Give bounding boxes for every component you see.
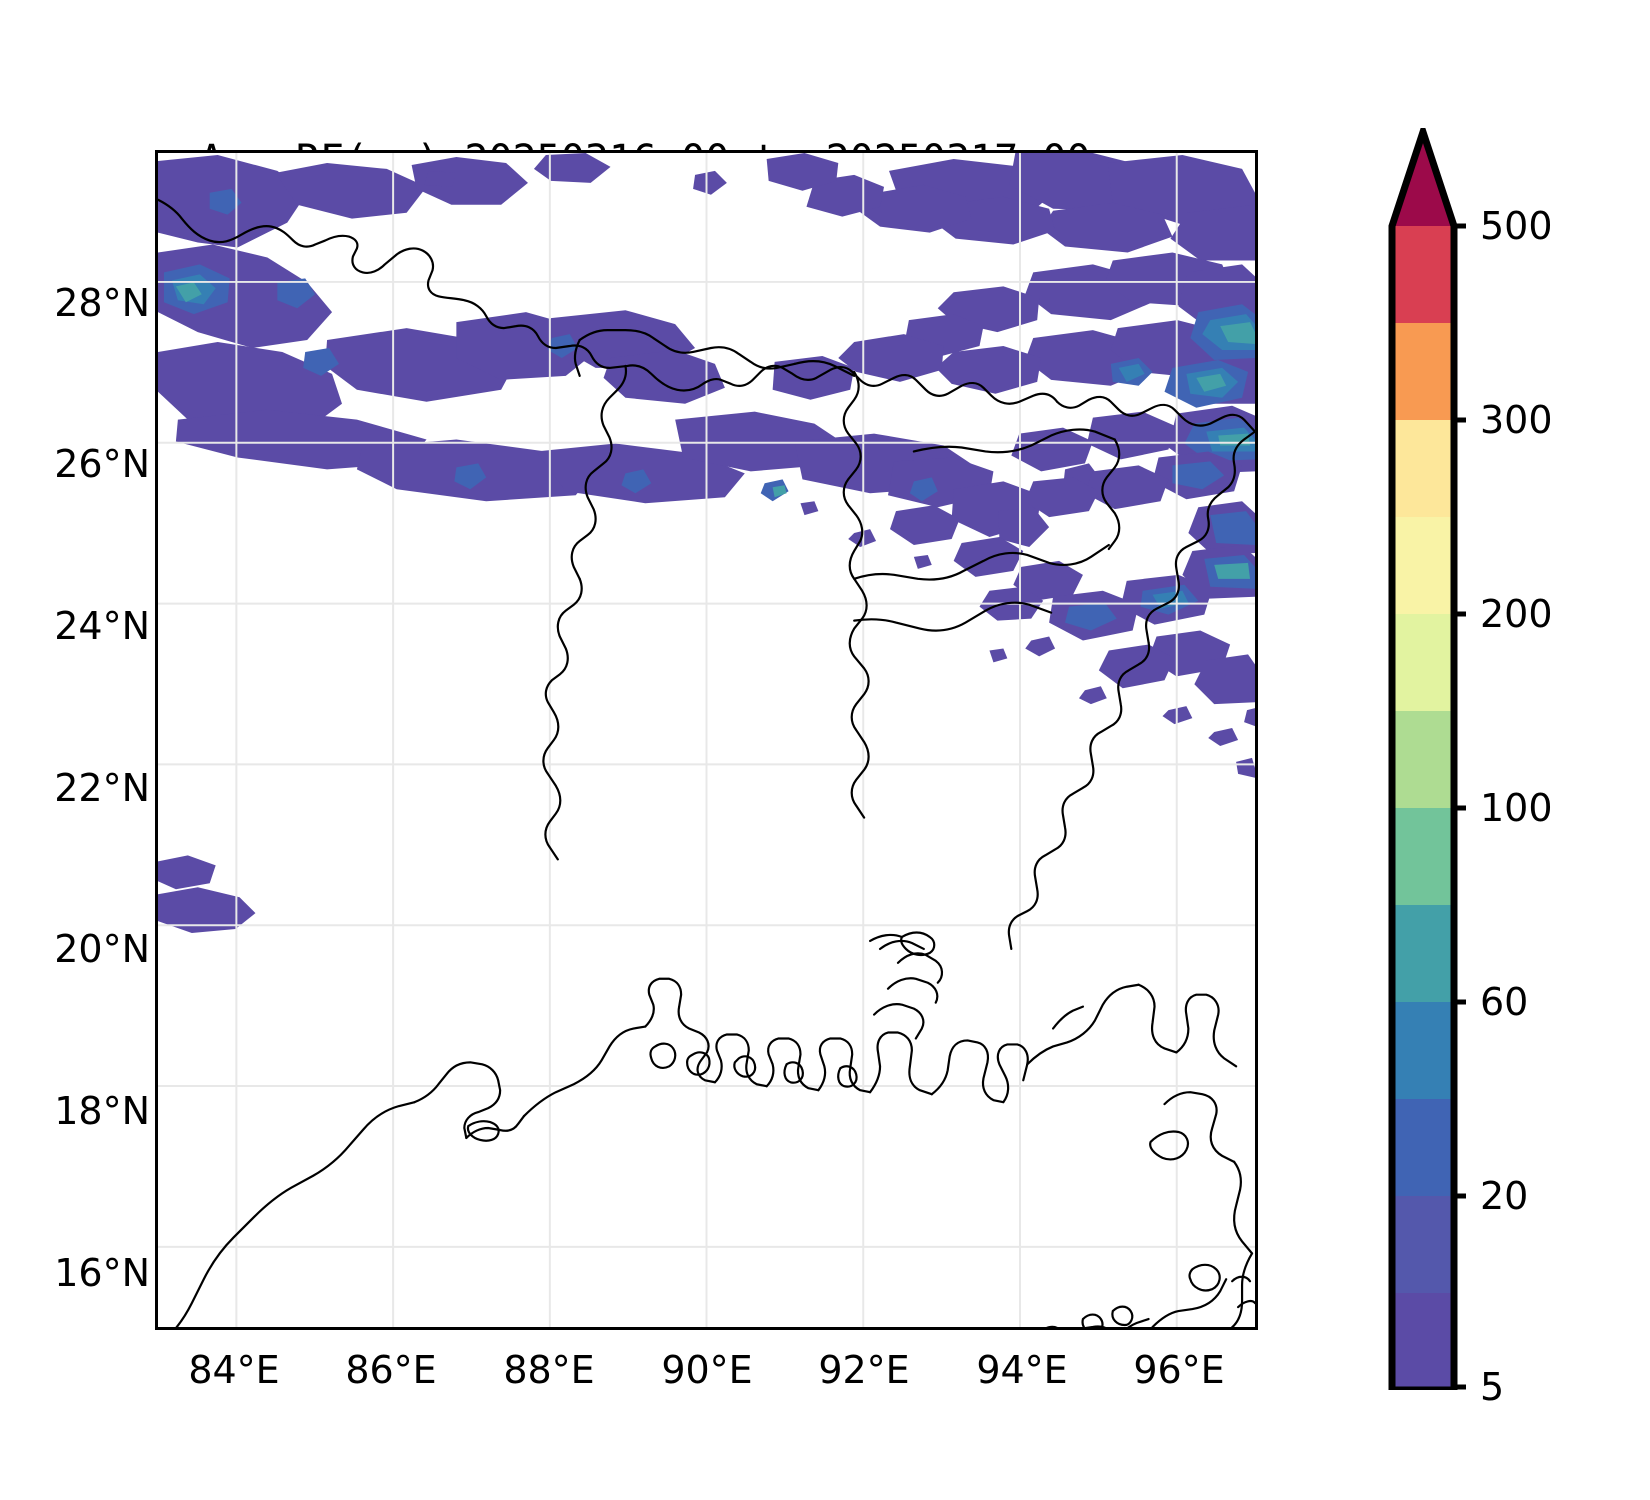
colorbar-tick-60: 60 [1480, 980, 1529, 1024]
colorbar[interactable]: 500 300 200 100 60 20 5 [1388, 128, 1553, 1409]
xtick-label-86E: 86°E [345, 1348, 437, 1392]
rainfall-shading [158, 153, 1255, 934]
map-axes [155, 150, 1258, 1330]
ytick-label-28N: 28°N [54, 281, 150, 325]
xtick-label-92E: 92°E [818, 1348, 910, 1392]
xtick-label-84E: 84°E [188, 1348, 280, 1392]
colorbar-bands [1392, 226, 1454, 1390]
colorbar-tick-100: 100 [1480, 786, 1553, 830]
colorbar-tick-5: 5 [1480, 1365, 1505, 1409]
ytick-label-24N: 24°N [54, 604, 150, 648]
coastlines-and-borders [158, 198, 1255, 1327]
ytick-label-16N: 16°N [54, 1251, 150, 1295]
colorbar-over-arrow [1392, 132, 1454, 226]
xtick-label-94E: 94°E [976, 1348, 1068, 1392]
xtick-label-96E: 96°E [1133, 1348, 1225, 1392]
xtick-label-88E: 88°E [503, 1348, 595, 1392]
colorbar-tick-300: 300 [1480, 398, 1553, 442]
ytick-label-22N: 22°N [54, 766, 150, 810]
map-gridlines [158, 153, 1255, 1327]
colorbar-tick-20: 20 [1480, 1174, 1529, 1218]
ytick-label-18N: 18°N [54, 1089, 150, 1133]
xtick-label-90E: 90°E [661, 1348, 753, 1392]
ytick-label-20N: 20°N [54, 927, 150, 971]
colorbar-outline [1388, 128, 1458, 1390]
colorbar-tick-200: 200 [1480, 592, 1553, 636]
colorbar-ticks [1454, 223, 1466, 1390]
ytick-label-26N: 26°N [54, 442, 150, 486]
colorbar-tick-500: 500 [1480, 204, 1553, 248]
